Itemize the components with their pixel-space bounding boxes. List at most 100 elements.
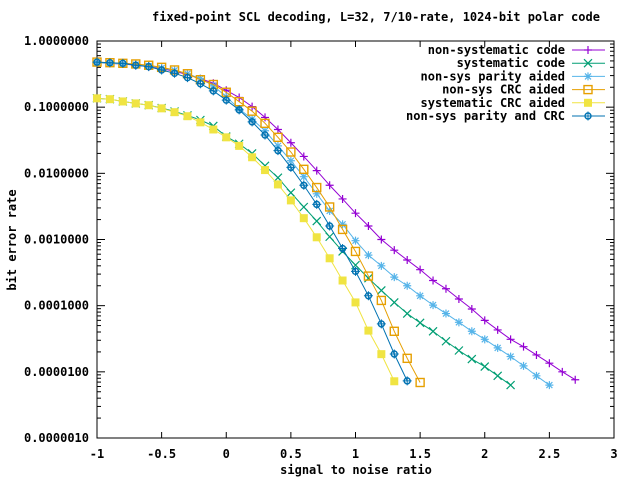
plus-marker <box>558 367 567 376</box>
filled-square-marker <box>390 377 399 386</box>
filled-square-marker <box>157 104 166 113</box>
open-square-marker <box>389 326 399 336</box>
cross-marker <box>428 326 438 336</box>
series-line <box>96 97 511 386</box>
x-axis-label: signal to noise ratio <box>280 463 432 477</box>
star-marker <box>416 291 425 300</box>
plus-marker <box>364 221 373 230</box>
cross-marker <box>583 58 593 68</box>
star-marker <box>364 251 373 260</box>
circle-marker-tick <box>402 376 412 386</box>
filled-square-marker <box>364 326 373 335</box>
circle-marker-tick <box>583 111 593 121</box>
open-square-marker <box>376 295 387 306</box>
plus-marker <box>416 265 425 274</box>
series-systematic-code <box>92 93 516 390</box>
cross-marker <box>312 216 322 226</box>
legend-label: non-sys CRC aided <box>442 83 565 97</box>
filled-square-marker <box>299 214 308 223</box>
star-marker <box>196 74 205 83</box>
filled-square-marker <box>584 98 592 107</box>
filled-square-marker <box>222 133 231 142</box>
circle-marker-tick <box>286 162 296 172</box>
plus-marker <box>480 316 489 325</box>
circle-marker-tick <box>325 221 335 231</box>
filled-square-marker <box>248 153 257 162</box>
star-marker <box>454 318 463 327</box>
circle-marker-tick <box>260 130 270 140</box>
open-square-marker <box>402 353 412 364</box>
open-square-marker <box>286 147 296 157</box>
plus-marker <box>454 295 463 304</box>
star-marker <box>506 352 515 361</box>
open-square-marker <box>363 271 374 281</box>
star-marker <box>390 273 399 282</box>
star-marker <box>209 81 218 90</box>
circle-marker-tick <box>92 57 102 67</box>
x-tick-label: 1.5 <box>409 447 431 461</box>
cross-marker <box>389 297 399 307</box>
series-non-sys-CRC-aided <box>92 57 425 388</box>
filled-square-marker <box>273 180 282 189</box>
circle-marker-tick <box>182 73 192 83</box>
y-tick-label: 0.0010000 <box>24 233 89 247</box>
plus-marker <box>429 276 438 285</box>
x-tick-label: 3 <box>610 447 617 461</box>
plus-marker <box>312 166 321 175</box>
filled-square-marker <box>286 196 295 205</box>
y-tick-label: 0.0000100 <box>24 365 89 379</box>
circle-marker-tick <box>234 105 244 115</box>
star-marker <box>480 335 489 344</box>
series-line <box>96 97 395 382</box>
open-square-marker <box>247 106 257 116</box>
circle-marker-tick <box>118 58 128 68</box>
y-tick-label: 0.1000000 <box>24 100 89 114</box>
star-marker <box>467 327 476 336</box>
cross-marker <box>467 354 477 364</box>
plus-marker <box>506 335 515 344</box>
cross-marker <box>299 202 309 212</box>
star-marker <box>545 381 554 390</box>
filled-square-marker <box>261 166 270 175</box>
cross-marker <box>286 188 296 198</box>
circle-marker-tick <box>105 58 115 68</box>
cross-marker <box>454 346 464 355</box>
cross-marker <box>325 232 335 242</box>
circle-marker-tick <box>144 62 154 72</box>
series-layer <box>92 57 580 390</box>
plus-marker <box>441 284 450 293</box>
plus-marker <box>584 46 592 54</box>
circle-marker-tick <box>389 349 399 359</box>
star-marker <box>273 141 282 150</box>
circle-marker-tick <box>208 86 218 96</box>
cross-marker <box>415 318 425 328</box>
star-marker <box>299 172 308 181</box>
circle-marker-tick <box>221 95 231 105</box>
series-non-sys-parity-and-CRC <box>92 57 412 386</box>
y-tick-label: 0.0000010 <box>24 431 89 445</box>
legend-label: non-sys parity and CRC <box>406 109 565 123</box>
filled-square-marker <box>338 276 347 285</box>
circle-marker-tick <box>351 266 360 276</box>
plus-marker <box>351 209 360 218</box>
legend-label: non-sys parity aided <box>421 69 566 83</box>
circle-marker-tick <box>170 68 180 78</box>
plus-marker <box>325 181 334 190</box>
open-square-marker <box>350 246 361 257</box>
cross-marker <box>273 173 283 183</box>
cross-marker <box>506 380 516 390</box>
plus-marker <box>545 359 554 368</box>
star-marker <box>403 281 412 290</box>
axes: -1 -0.5 0 0.5 1 1.5 2 2.5 3 1.0000000 0.1000000 0.0… <box>24 34 618 461</box>
open-square-marker <box>337 224 348 235</box>
open-square-marker <box>299 164 309 175</box>
x-tick-label: 2.5 <box>539 447 561 461</box>
star-marker <box>441 309 450 318</box>
circle-marker-tick <box>273 146 283 156</box>
filled-square-marker <box>196 118 205 127</box>
star-marker <box>519 361 528 370</box>
x-tick-label: -0.5 <box>147 447 176 461</box>
series-systematic-CRC-aided <box>93 94 399 386</box>
chart-title: fixed-point SCL decoding, L=32, 7/10-rat… <box>152 10 600 24</box>
star-marker <box>584 72 592 81</box>
